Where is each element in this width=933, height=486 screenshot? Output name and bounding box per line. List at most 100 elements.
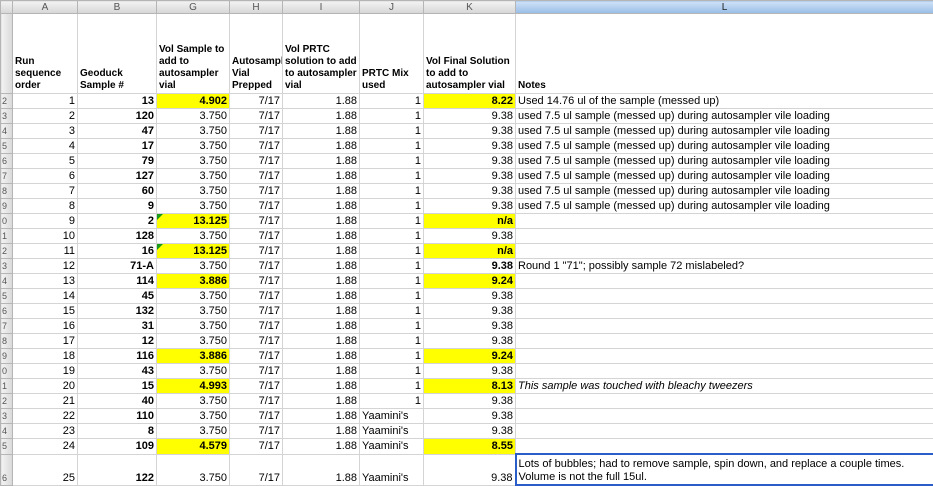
date-cell[interactable]: 7/17	[230, 379, 283, 394]
geoduck-cell[interactable]: 16	[78, 244, 157, 259]
notes-cell[interactable]	[516, 334, 933, 349]
date-cell[interactable]: 7/17	[230, 439, 283, 455]
geoduck-cell[interactable]: 15	[78, 379, 157, 394]
geoduck-cell[interactable]: 116	[78, 349, 157, 364]
run-cell[interactable]: 11	[13, 244, 78, 259]
row-header[interactable]: 4	[1, 124, 13, 139]
column-header-k[interactable]: K	[424, 1, 516, 14]
date-cell[interactable]: 7/17	[230, 139, 283, 154]
date-cell[interactable]: 7/17	[230, 184, 283, 199]
column-header-g[interactable]: G	[157, 1, 230, 14]
run-cell[interactable]: 7	[13, 184, 78, 199]
geoduck-cell[interactable]: 13	[78, 94, 157, 109]
vol-sample-cell[interactable]: 3.750	[157, 364, 230, 379]
notes-cell[interactable]: used 7.5 ul sample (messed up) during au…	[516, 184, 933, 199]
vol-sample-cell[interactable]: 3.886	[157, 349, 230, 364]
row-header[interactable]: 0	[1, 214, 13, 229]
vol-final-cell[interactable]: 9.38	[424, 259, 516, 274]
row-header[interactable]: 2	[1, 94, 13, 109]
prtc-mix-cell[interactable]: 1	[360, 94, 424, 109]
row-header[interactable]	[1, 14, 13, 94]
run-cell[interactable]: 5	[13, 154, 78, 169]
vol-final-cell[interactable]: 9.38	[424, 139, 516, 154]
date-cell[interactable]: 7/17	[230, 229, 283, 244]
vol-sample-cell[interactable]: 3.750	[157, 304, 230, 319]
row-header[interactable]: 5	[1, 139, 13, 154]
notes-cell[interactable]	[516, 289, 933, 304]
vol-final-cell[interactable]: 9.38	[424, 409, 516, 424]
vol-sample-cell[interactable]: 3.750	[157, 124, 230, 139]
vol-final-cell[interactable]: 9.38	[424, 184, 516, 199]
prtc-cell[interactable]: 1.88	[283, 274, 360, 289]
geoduck-cell[interactable]: 17	[78, 139, 157, 154]
run-cell[interactable]: 12	[13, 259, 78, 274]
run-cell[interactable]: 2	[13, 109, 78, 124]
prtc-mix-cell[interactable]: 1	[360, 319, 424, 334]
notes-cell[interactable]	[516, 439, 933, 455]
date-cell[interactable]: 7/17	[230, 394, 283, 409]
prtc-cell[interactable]: 1.88	[283, 184, 360, 199]
row-header[interactable]: 4	[1, 424, 13, 439]
row-header[interactable]: 0	[1, 364, 13, 379]
notes-cell[interactable]	[516, 229, 933, 244]
geoduck-cell[interactable]: 43	[78, 364, 157, 379]
date-cell[interactable]: 7/17	[230, 214, 283, 229]
vol-sample-cell[interactable]: 4.579	[157, 439, 230, 455]
geoduck-cell[interactable]: 79	[78, 154, 157, 169]
vol-final-cell[interactable]: 9.38	[424, 229, 516, 244]
geoduck-cell[interactable]: 60	[78, 184, 157, 199]
prtc-cell[interactable]: 1.88	[283, 379, 360, 394]
geoduck-cell[interactable]: 132	[78, 304, 157, 319]
run-cell[interactable]: 19	[13, 364, 78, 379]
run-cell[interactable]: 8	[13, 199, 78, 214]
vol-sample-cell[interactable]: 3.750	[157, 409, 230, 424]
notes-cell[interactable]: used 7.5 ul sample (messed up) during au…	[516, 109, 933, 124]
vol-sample-cell[interactable]: 3.750	[157, 109, 230, 124]
notes-cell[interactable]	[516, 364, 933, 379]
row-header[interactable]: 7	[1, 319, 13, 334]
prtc-cell[interactable]: 1.88	[283, 214, 360, 229]
notes-cell[interactable]: This sample was touched with bleachy twe…	[516, 379, 933, 394]
notes-cell[interactable]: used 7.5 ul sample (messed up) during au…	[516, 124, 933, 139]
vol-final-cell[interactable]: 9.38	[424, 319, 516, 334]
date-cell[interactable]: 7/17	[230, 289, 283, 304]
prtc-cell[interactable]: 1.88	[283, 319, 360, 334]
geoduck-cell[interactable]: 12	[78, 334, 157, 349]
column-header-i[interactable]: I	[283, 1, 360, 14]
vol-final-cell[interactable]: 9.38	[424, 394, 516, 409]
vol-sample-cell[interactable]: 3.750	[157, 454, 230, 485]
prtc-mix-cell[interactable]: 1	[360, 184, 424, 199]
vol-final-cell[interactable]: 9.38	[424, 154, 516, 169]
geoduck-cell[interactable]: 114	[78, 274, 157, 289]
date-cell[interactable]: 7/17	[230, 109, 283, 124]
prtc-cell[interactable]: 1.88	[283, 229, 360, 244]
date-cell[interactable]: 7/17	[230, 409, 283, 424]
run-cell[interactable]: 16	[13, 319, 78, 334]
geoduck-cell[interactable]: 40	[78, 394, 157, 409]
prtc-cell[interactable]: 1.88	[283, 154, 360, 169]
date-cell[interactable]: 7/17	[230, 199, 283, 214]
vol-sample-cell[interactable]: 13.125	[157, 214, 230, 229]
vol-sample-cell[interactable]: 13.125	[157, 244, 230, 259]
prtc-cell[interactable]: 1.88	[283, 409, 360, 424]
vol-final-cell[interactable]: 9.38	[424, 424, 516, 439]
prtc-mix-cell[interactable]: 1	[360, 364, 424, 379]
run-cell[interactable]: 21	[13, 394, 78, 409]
vol-sample-cell[interactable]: 3.750	[157, 319, 230, 334]
date-cell[interactable]: 7/17	[230, 349, 283, 364]
run-cell[interactable]: 6	[13, 169, 78, 184]
vol-final-cell[interactable]: 9.38	[424, 124, 516, 139]
prtc-mix-cell[interactable]: Yaamini's	[360, 454, 424, 485]
prtc-cell[interactable]: 1.88	[283, 364, 360, 379]
vol-sample-cell[interactable]: 3.750	[157, 259, 230, 274]
geoduck-cell[interactable]: 9	[78, 199, 157, 214]
run-cell[interactable]: 14	[13, 289, 78, 304]
vol-sample-cell[interactable]: 3.750	[157, 139, 230, 154]
run-cell[interactable]: 24	[13, 439, 78, 455]
vol-sample-cell[interactable]: 3.886	[157, 274, 230, 289]
header-autosampler-vial-prepped[interactable]: Autosampler Vial Prepped	[230, 14, 283, 94]
notes-cell[interactable]	[516, 214, 933, 229]
header-vol-sample[interactable]: Vol Sample to add to autosampler vial	[157, 14, 230, 94]
vol-final-cell[interactable]: 9.38	[424, 169, 516, 184]
vol-final-cell[interactable]: 9.38	[424, 364, 516, 379]
